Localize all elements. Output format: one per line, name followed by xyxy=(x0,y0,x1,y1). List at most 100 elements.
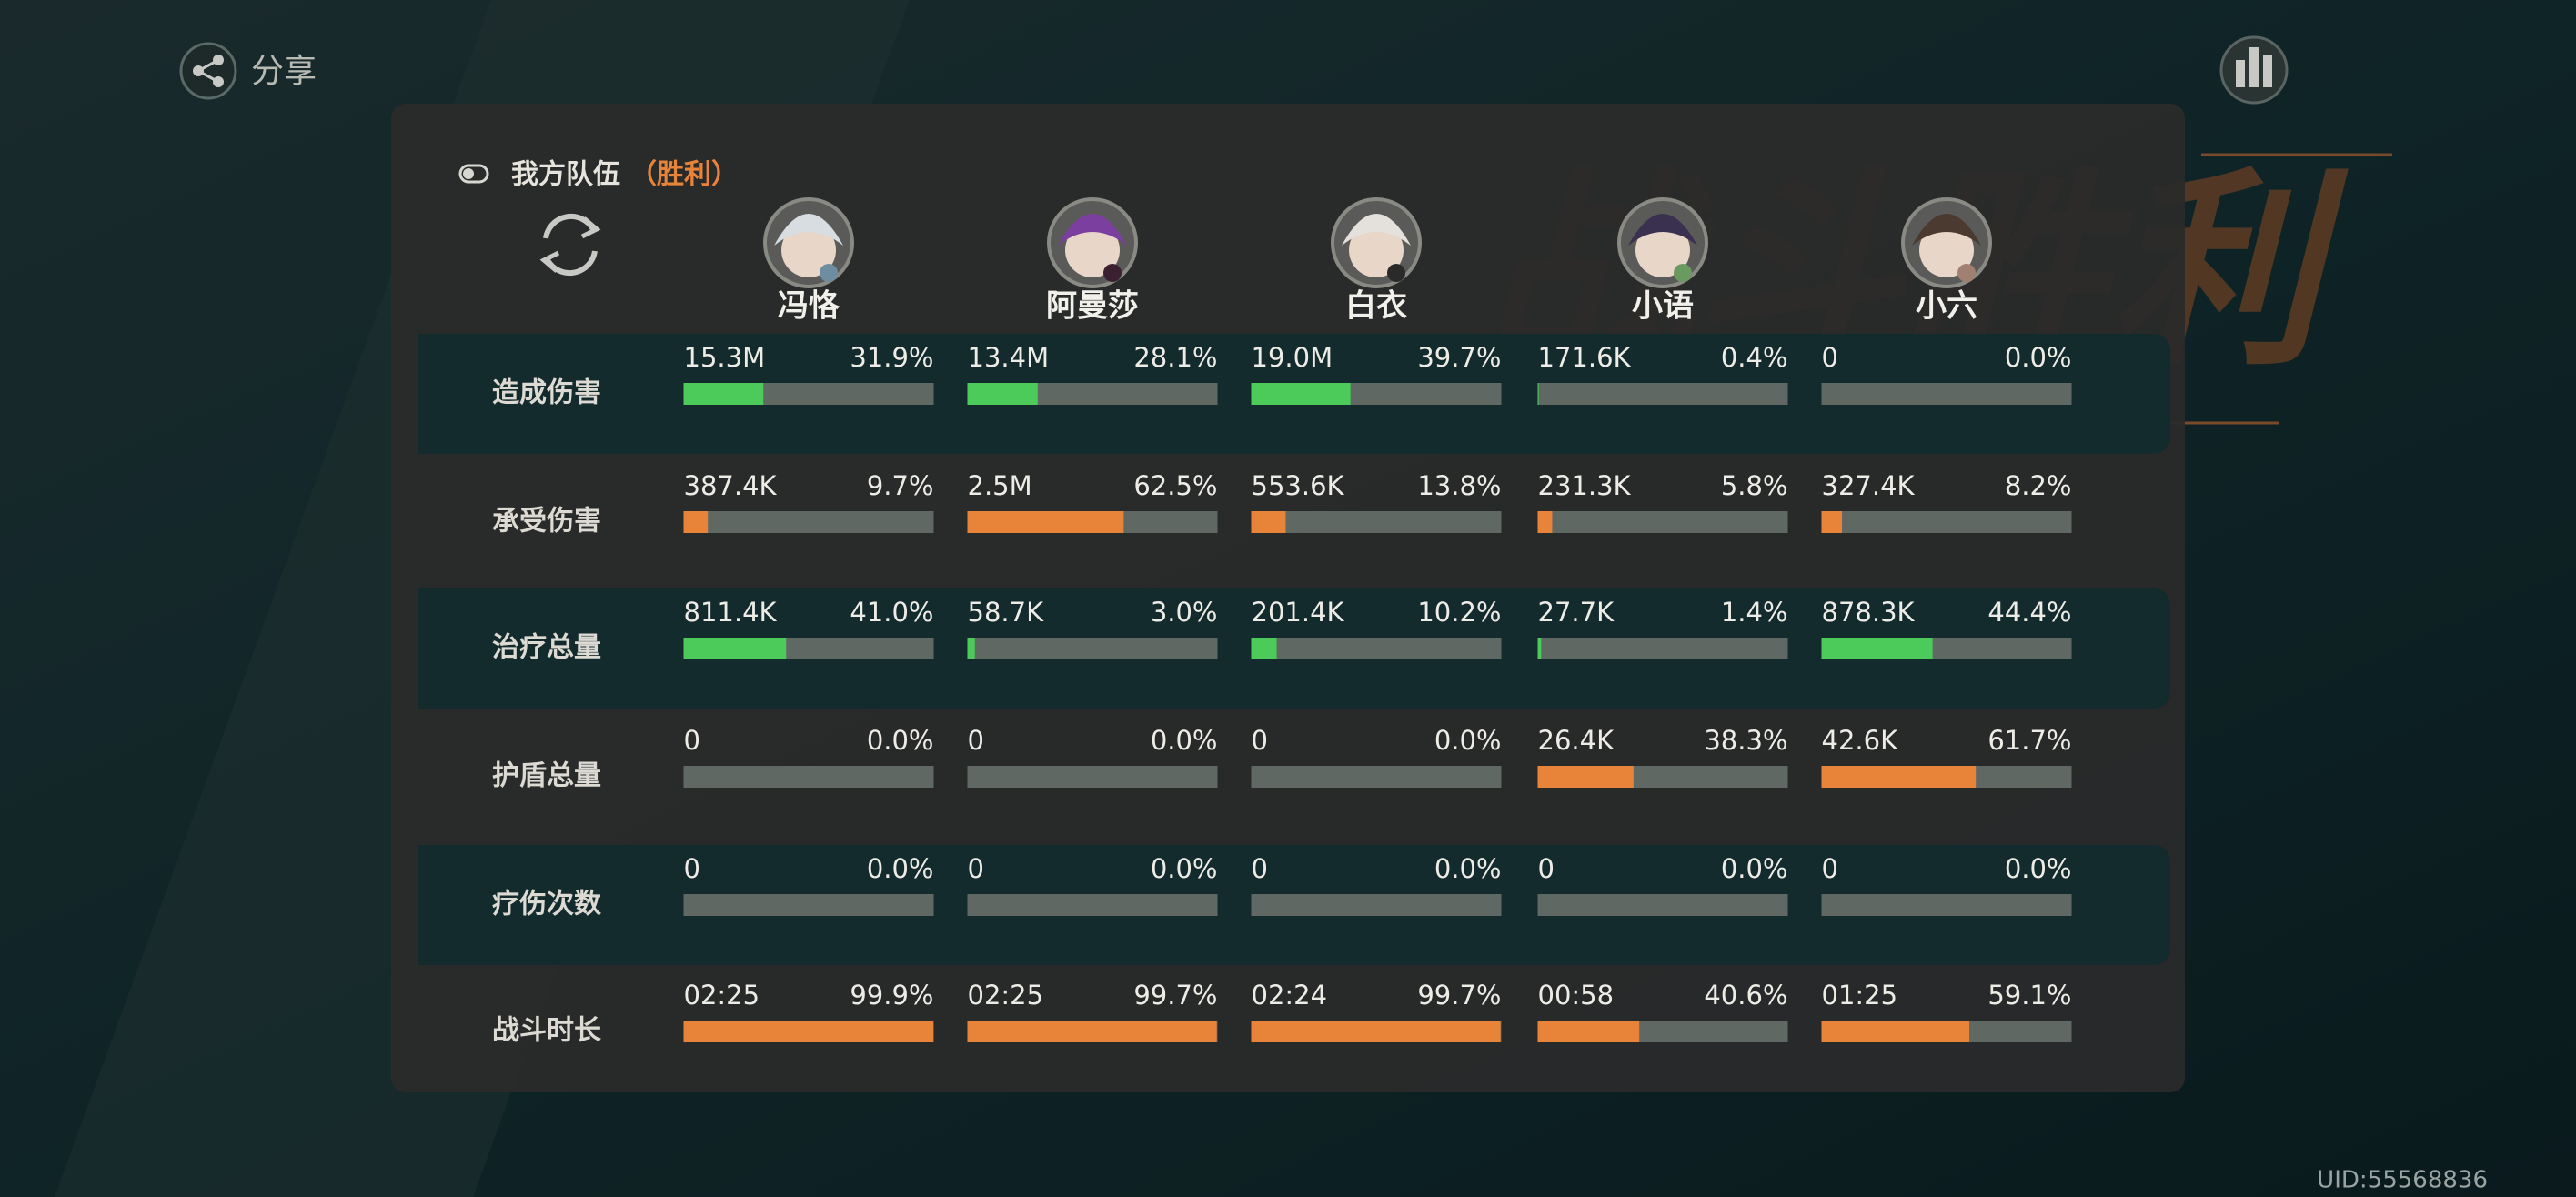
cell-share: 9.7% xyxy=(867,470,934,501)
bar-fill xyxy=(967,511,1124,533)
uid: UID:55568836 xyxy=(2317,1167,2488,1194)
bar-track xyxy=(967,766,1218,788)
bar-fill xyxy=(1537,638,1542,659)
cell-share: 0.0% xyxy=(1151,725,1218,756)
cell-amount: 02:25 xyxy=(684,980,760,1011)
bar-fill xyxy=(1251,638,1277,659)
cell-share: 59.1% xyxy=(1987,980,2071,1011)
bar-fill xyxy=(1821,766,1977,788)
cell-share: 10.2% xyxy=(1417,597,1501,628)
member-name: 冯恪 xyxy=(778,288,840,325)
cell-amount: 171.6K xyxy=(1538,342,1632,373)
cell-amount: 553.6K xyxy=(1252,470,1345,501)
cell-share: 5.8% xyxy=(1721,470,1788,501)
cell-amount: 2.5M xyxy=(968,470,1032,501)
cell-share: 3.0% xyxy=(1151,597,1218,628)
bar-fill xyxy=(683,511,709,533)
row-label: 疗伤次数 xyxy=(492,889,602,920)
cell-amount: 878.3K xyxy=(1822,597,1916,628)
row-label: 护盾总量 xyxy=(492,760,601,792)
toggle-knob xyxy=(463,168,474,179)
cell-amount: 0 xyxy=(968,853,984,884)
cell-share: 28.1% xyxy=(1133,342,1217,373)
toggle-icon[interactable] xyxy=(458,164,489,184)
avatar-face xyxy=(1065,223,1120,277)
bar-fill xyxy=(1821,511,1843,533)
cell-amount: 0 xyxy=(968,725,984,756)
stats-icon-bar xyxy=(2263,55,2272,87)
bar-track xyxy=(1537,894,1788,916)
cell-amount: 42.6K xyxy=(1822,725,1899,756)
bar-track xyxy=(1537,638,1788,659)
cell-share: 39.7% xyxy=(1417,342,1501,373)
stats-icon-bar xyxy=(2236,60,2245,87)
avatar-hair xyxy=(1342,214,1411,246)
bar-fill xyxy=(1537,383,1539,405)
row-label: 造成伤害 xyxy=(492,377,601,409)
stats-button[interactable] xyxy=(2219,35,2289,105)
share-button[interactable]: 分享 xyxy=(179,42,317,100)
cell-amount: 13.4M xyxy=(968,342,1050,373)
cell-share: 8.2% xyxy=(2005,470,2072,501)
cell-amount: 19.0M xyxy=(1252,342,1333,373)
bar-fill xyxy=(1821,638,1933,659)
cell-share: 0.0% xyxy=(2005,342,2072,373)
avatar-hair xyxy=(1628,214,1697,246)
cell-share: 13.8% xyxy=(1417,470,1501,501)
cell-amount: 02:25 xyxy=(968,980,1044,1011)
cell-amount: 0 xyxy=(1252,853,1268,884)
cell-share: 1.4% xyxy=(1721,597,1788,628)
avatar-hair xyxy=(1058,214,1127,246)
share-label[interactable]: 分享 xyxy=(251,53,317,90)
avatar-hair xyxy=(774,214,843,246)
row-label: 治疗总量 xyxy=(492,632,601,664)
cell-amount: 811.4K xyxy=(684,597,778,628)
cell-share: 40.6% xyxy=(1704,980,1787,1011)
bar-fill xyxy=(1537,1021,1640,1042)
bar-track xyxy=(1251,638,1502,659)
toggle-outline[interactable] xyxy=(458,164,489,184)
refresh-button[interactable] xyxy=(539,213,601,277)
cell-share: 0.0% xyxy=(1151,853,1218,884)
team-title: 我方队伍 xyxy=(511,159,620,191)
bar-fill xyxy=(1251,1021,1501,1042)
member-name: 小语 xyxy=(1632,288,1694,325)
bar-fill xyxy=(1537,766,1634,788)
cell-share: 0.0% xyxy=(1434,853,1502,884)
bar-fill xyxy=(967,1021,1217,1042)
bar-track xyxy=(967,638,1218,659)
cell-share: 61.7% xyxy=(1987,725,2071,756)
cell-amount: 0 xyxy=(1538,853,1555,884)
cell-share: 62.5% xyxy=(1133,470,1217,501)
refresh-arrow xyxy=(539,250,560,273)
cell-amount: 58.7K xyxy=(968,597,1045,628)
bar-track xyxy=(683,894,934,916)
bar-fill xyxy=(967,383,1038,405)
cell-amount: 0 xyxy=(684,725,700,756)
cell-share: 44.4% xyxy=(1987,597,2071,628)
bar-fill xyxy=(967,638,975,659)
bar-fill xyxy=(683,383,764,405)
cell-share: 0.0% xyxy=(867,725,934,756)
avatar-accent xyxy=(1387,264,1405,282)
member-name: 小六 xyxy=(1916,288,1977,325)
bar-fill xyxy=(683,638,787,659)
cell-amount: 27.7K xyxy=(1538,597,1615,628)
cell-amount: 0 xyxy=(1252,725,1268,756)
avatar-accent xyxy=(1957,264,1976,282)
cell-share: 99.7% xyxy=(1133,980,1217,1011)
avatar-accent xyxy=(1103,264,1122,282)
cell-share: 0.0% xyxy=(1721,853,1788,884)
refresh-arrow xyxy=(580,216,601,239)
cell-amount: 0 xyxy=(684,853,700,884)
cell-amount: 231.3K xyxy=(1538,470,1632,501)
bar-track xyxy=(1251,894,1502,916)
cell-amount: 26.4K xyxy=(1538,725,1615,756)
share-icon[interactable] xyxy=(179,42,237,100)
row-label: 承受伤害 xyxy=(492,506,601,538)
cell-amount: 00:58 xyxy=(1538,980,1615,1011)
bar-track xyxy=(683,766,934,788)
cell-share: 99.9% xyxy=(850,980,933,1011)
